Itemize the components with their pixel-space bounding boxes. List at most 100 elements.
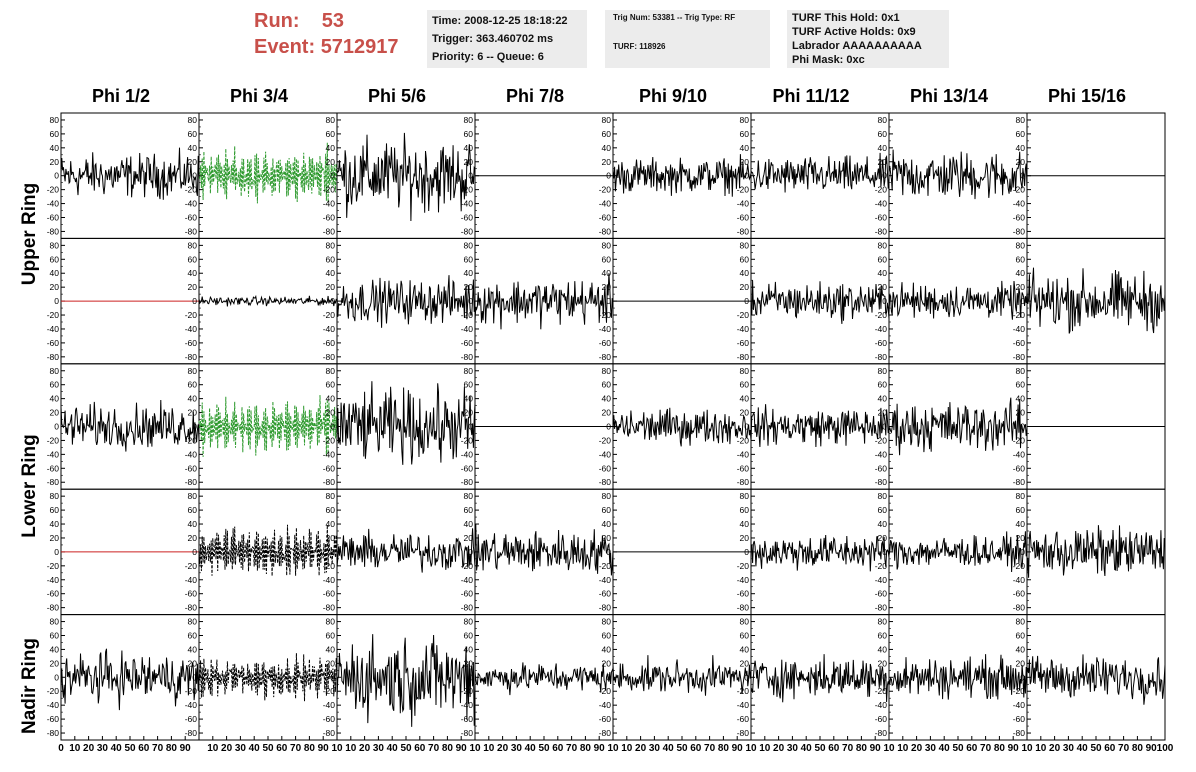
y-tick-label: 20	[740, 408, 750, 418]
y-tick-label: 40	[1016, 143, 1026, 153]
x-tick-label: 50	[538, 743, 550, 754]
y-tick-label: 60	[740, 254, 750, 264]
y-tick-label: 80	[464, 617, 474, 627]
y-tick-label: 40	[50, 143, 60, 153]
y-tick-label: -80	[461, 728, 474, 738]
y-tick-label: 40	[464, 519, 474, 529]
column-header-phi-9-10: Phi 9/10	[638, 86, 708, 106]
trig-num-text: Trig Num: 53381 -- Trig Type: RF	[613, 13, 736, 22]
y-tick-label: 0	[330, 547, 335, 557]
x-tick-label: 30	[925, 743, 937, 754]
x-tick-label: 90	[456, 743, 468, 754]
y-tick-label: -80	[323, 352, 336, 362]
y-tick-label: 20	[740, 157, 750, 167]
y-tick-label: 80	[1016, 115, 1026, 125]
y-tick-label: 0	[468, 422, 473, 432]
panel-r2-c6: 80 60 40 20 0 -20 -40 -60 -80	[875, 363, 1028, 490]
y-tick-label: 0	[192, 422, 197, 432]
y-tick-label: 40	[740, 394, 750, 404]
y-tick-label: 60	[1016, 505, 1026, 515]
y-tick-label: -80	[461, 226, 474, 236]
y-tick-label: 0	[606, 547, 611, 557]
y-tick-label: 60	[602, 505, 612, 515]
y-tick-label: -40	[323, 324, 336, 334]
y-tick-label: 80	[878, 240, 888, 250]
y-tick-label: -60	[47, 213, 60, 223]
y-tick-label: 60	[50, 254, 60, 264]
y-tick-label: 20	[188, 533, 198, 543]
y-tick-label: 0	[192, 296, 197, 306]
waveform-trace	[60, 399, 200, 452]
y-tick-label: -80	[323, 603, 336, 613]
x-tick-label: 60	[414, 743, 426, 754]
waveform-trace	[198, 653, 338, 702]
y-tick-label: 40	[1016, 644, 1026, 654]
x-tick-label: 10	[745, 743, 757, 754]
x-tick-label: 20	[497, 743, 509, 754]
x-tick-label: 10	[331, 743, 343, 754]
panel-r0-c1: 80 60 40 20 0 -20 -40 -60 -80	[185, 112, 338, 239]
y-tick-label: 80	[188, 240, 198, 250]
y-tick-label: 20	[188, 282, 198, 292]
waveform-trace	[336, 132, 476, 222]
y-tick-label: -80	[875, 603, 888, 613]
panel-r1-c7: 80 60 40 20 0 -20 -40 -60 -80	[1013, 237, 1166, 365]
y-tick-label: -80	[737, 603, 750, 613]
x-tick-label: 30	[649, 743, 661, 754]
y-tick-label: 80	[326, 617, 336, 627]
y-tick-label: 0	[468, 171, 473, 181]
x-tick-label: 70	[842, 743, 854, 754]
y-tick-label: 40	[602, 519, 612, 529]
y-tick-label: 80	[50, 617, 60, 627]
y-tick-label: -20	[47, 185, 60, 195]
x-tick-label: 40	[663, 743, 675, 754]
x-tick-label: 10	[345, 743, 357, 754]
y-tick-label: -80	[185, 603, 198, 613]
y-tick-label: -60	[875, 589, 888, 599]
y-tick-label: 60	[740, 129, 750, 139]
y-tick-label: -80	[599, 603, 612, 613]
y-tick-label: 60	[740, 631, 750, 641]
x-tick-label: 10	[1035, 743, 1047, 754]
y-tick-label: 0	[192, 171, 197, 181]
x-tick-label: 90	[594, 743, 606, 754]
y-tick-label: -80	[1013, 352, 1026, 362]
y-tick-label: -20	[461, 435, 474, 445]
y-tick-label: -40	[47, 324, 60, 334]
y-tick-label: -60	[323, 338, 336, 348]
y-tick-label: -80	[323, 226, 336, 236]
turf-text: TURF: 118926	[613, 42, 666, 51]
y-tick-label: -40	[875, 199, 888, 209]
column-header-phi-11-12: Phi 11/12	[772, 86, 850, 106]
y-tick-label: 20	[602, 282, 612, 292]
x-tick-label: 60	[966, 743, 978, 754]
x-tick-label: 20	[911, 743, 923, 754]
x-tick-label: 90	[1008, 743, 1020, 754]
y-tick-label: -60	[737, 338, 750, 348]
y-tick-label: 20	[878, 408, 888, 418]
y-tick-label: -40	[185, 575, 198, 585]
y-tick-label: 40	[188, 394, 198, 404]
y-tick-label: 20	[188, 658, 198, 668]
x-tick-label: 0	[58, 743, 64, 754]
y-tick-label: 60	[188, 380, 198, 390]
panel-r1-c6: 80 60 40 20 0 -20 -40 -60 -80	[875, 237, 1028, 365]
x-tick-label: 10	[897, 743, 909, 754]
x-tick-label: 10	[483, 743, 495, 754]
y-tick-label: 80	[464, 491, 474, 501]
waveform-trace	[888, 531, 1028, 573]
panel-r0-c3: 80 60 40 20 0 -20 -40 -60 -80	[461, 112, 614, 239]
panel-r0-c5: 80 60 40 20 0 -20 -40 -60 -80	[737, 112, 890, 239]
waveform-trace	[198, 294, 338, 307]
y-tick-label: -20	[1013, 310, 1026, 320]
x-tick-label: 20	[635, 743, 647, 754]
y-tick-label: -80	[1013, 226, 1026, 236]
y-tick-label: 0	[1020, 171, 1025, 181]
x-tick-label: 50	[1090, 743, 1102, 754]
y-tick-label: -20	[185, 686, 198, 696]
y-tick-label: -80	[737, 352, 750, 362]
y-tick-label: 20	[464, 408, 474, 418]
y-tick-label: 20	[50, 282, 60, 292]
y-tick-label: 60	[464, 254, 474, 264]
waveform-trace	[612, 407, 752, 447]
